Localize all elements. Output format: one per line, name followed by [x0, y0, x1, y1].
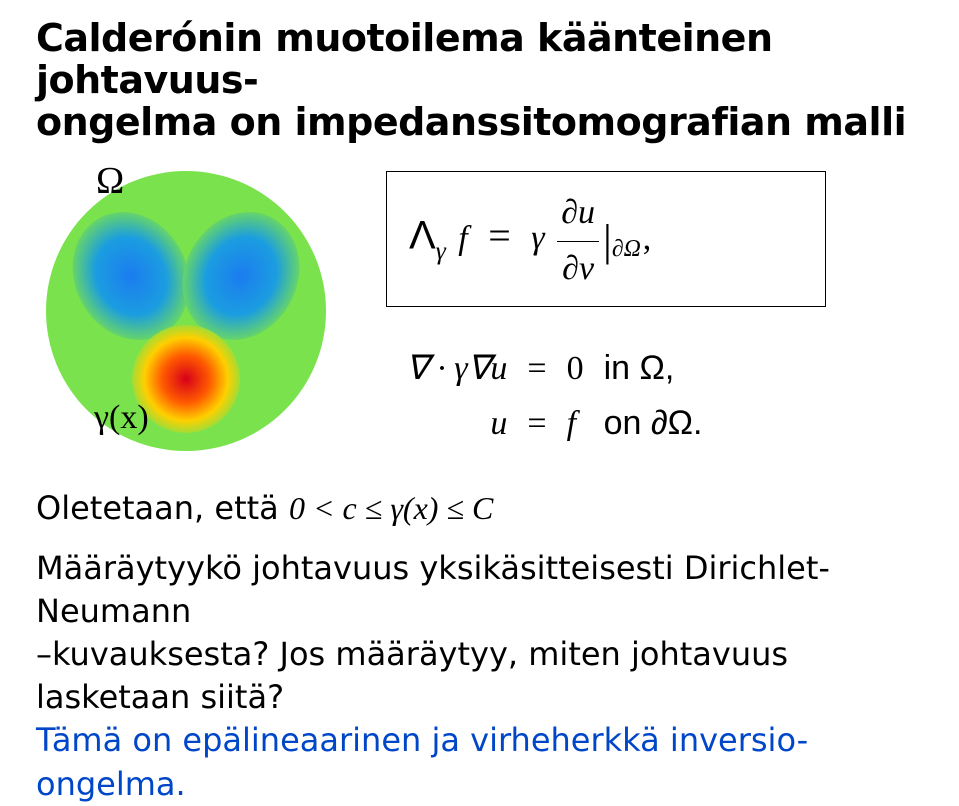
omega-label: Ω: [96, 159, 124, 203]
q-line-3: Tämä on epälineaarinen ja virheherkkä in…: [36, 721, 808, 802]
dn-lambda-sub: γ: [436, 236, 446, 265]
gamma-x-label: γ(x): [94, 399, 149, 437]
pde2-rhs: f: [567, 405, 576, 442]
q-line-1: Määräytyykö johtavuus yksikäsitteisesti …: [36, 549, 830, 630]
pde1-rhs: 0: [567, 350, 584, 387]
dn-eq: =: [488, 213, 511, 258]
pde1-eq: =: [527, 350, 546, 387]
q-line-2: –kuvauksesta? Jos määräytyy, miten johta…: [36, 635, 788, 716]
dn-trailing: ,: [643, 220, 652, 257]
assume-math: 0 < c ≤ γ(x) ≤ C: [289, 490, 493, 526]
dn-frac-num: ∂u: [557, 186, 599, 241]
pde1-where: in Ω,: [604, 349, 675, 387]
body-text: Oletetaan, että 0 < c ≤ γ(x) ≤ C Määräyt…: [36, 487, 923, 805]
phantom-svg: [36, 161, 336, 461]
pde-row-2: u = f on ∂Ω.: [396, 396, 713, 451]
dn-f: f: [458, 220, 467, 257]
pde2-lhs: u: [490, 405, 507, 442]
dn-lambda-sym: Λ: [409, 214, 436, 258]
dn-restrict-bar: |: [603, 206, 612, 276]
question-block: Määräytyykö johtavuus yksikäsitteisesti …: [36, 547, 923, 806]
pde-row-1: ∇ · γ∇u = 0 in Ω,: [396, 341, 713, 396]
pde-system: ∇ · γ∇u = 0 in Ω, u = f on ∂Ω.: [396, 341, 713, 451]
assume-prefix: Oletetaan, että: [36, 489, 289, 527]
pde2-where: on ∂Ω.: [604, 404, 703, 442]
assumption-line: Oletetaan, että 0 < c ≤ γ(x) ≤ C: [36, 487, 923, 530]
dn-gamma: γ: [531, 220, 544, 257]
pde2-eq: =: [527, 405, 546, 442]
title-line-2: ongelma on impedanssitomografian malli: [36, 100, 906, 144]
dn-map-equation-box: Λγ f = γ ∂u ∂ν |∂Ω,: [386, 171, 826, 307]
dn-fraction: ∂u ∂ν: [557, 186, 599, 296]
dn-frac-den: ∂ν: [557, 242, 599, 296]
phantom-figure: Ω γ(x): [36, 161, 336, 461]
figure-row: Ω γ(x) Λγ f = γ ∂u ∂ν |∂Ω, ∇ · γ∇u = 0 i…: [36, 161, 923, 461]
dn-lambda: Λ: [409, 214, 436, 258]
dn-restrict-sub: ∂Ω: [612, 236, 641, 262]
title-line-1: Calderónin muotoilema käänteinen johtavu…: [36, 16, 773, 102]
page-title: Calderónin muotoilema käänteinen johtavu…: [36, 18, 923, 143]
pde1-lhs: ∇ · γ∇u: [406, 350, 507, 387]
